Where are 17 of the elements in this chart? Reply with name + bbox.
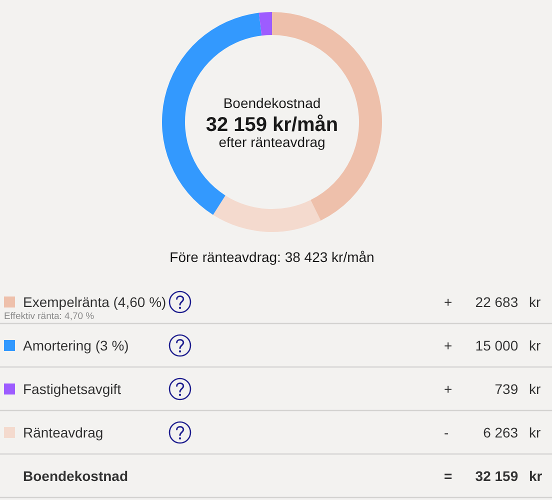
text: = 32 159 kr bbox=[444, 468, 542, 484]
text: Effektiv ränta: 4,70 % bbox=[4, 311, 95, 322]
text: 32 159 kr/mån bbox=[206, 114, 338, 136]
category-label: Amortering (3 %) bbox=[23, 338, 129, 354]
category-label: Boendekostnad bbox=[23, 468, 128, 484]
category-label: Exempelränta (4,60 %) bbox=[23, 294, 166, 310]
text: + 739 kr bbox=[444, 381, 541, 397]
text: efter ränteavdrag bbox=[218, 134, 326, 150]
donut-slice bbox=[258, 12, 272, 36]
text: Före ränteavdrag: 38 423 kr/mån bbox=[170, 249, 374, 265]
donut-slice bbox=[213, 195, 321, 232]
text: Boendekostnad bbox=[223, 95, 321, 111]
category-label: Ränteavdrag bbox=[23, 424, 104, 440]
category-label: Fastighetsavgift bbox=[23, 381, 122, 397]
text: - 6 263 kr bbox=[444, 424, 541, 440]
text: + 15 000 kr bbox=[444, 338, 541, 354]
text: + 22 683 kr bbox=[444, 294, 541, 310]
